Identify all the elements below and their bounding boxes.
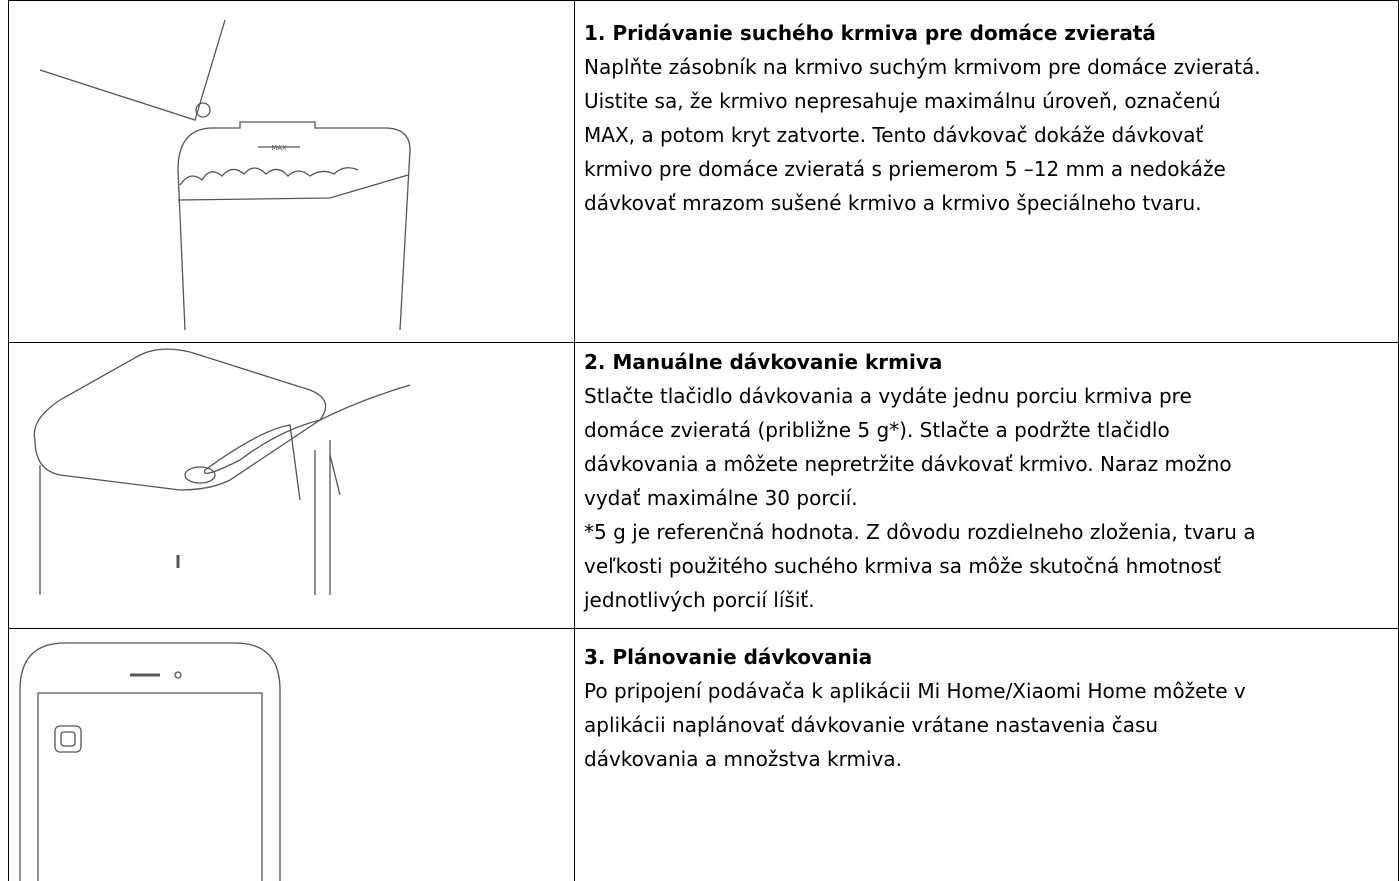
text-line: aplikácii naplánovať dávkovanie vrátane … (584, 713, 1159, 737)
screen (37, 692, 263, 881)
text-line: krmivo pre domáce zvieratá s priemerom 5… (584, 157, 1226, 181)
hand (203, 384, 411, 501)
text-line: *5 g je referenčná hodnota. Z dôvodu roz… (584, 520, 1256, 544)
illustrations: MAX (19, 19, 411, 881)
section-title: 2. Manuálne dávkovanie krmiva (584, 350, 943, 374)
text-line: domáce zvieratá (približne 5 g*). Stlačt… (584, 418, 1170, 442)
text-line: vydať maximálne 30 porcií. (584, 486, 858, 510)
food-level (177, 174, 409, 201)
scoop (39, 19, 226, 121)
scoop-tip (195, 102, 211, 118)
text-line: Stlačte tlačidlo dávkovania a vydáte jed… (584, 384, 1192, 408)
food (179, 167, 359, 186)
camera (174, 671, 182, 679)
text-line: MAX, a potom kryt zatvorte. Tento dávkov… (584, 123, 1204, 147)
text-line: jednotlivých porcií líšiť. (584, 588, 815, 612)
app-icon (54, 725, 82, 753)
text-line: Naplňte zásobník na krmivo suchým krmivo… (584, 55, 1261, 79)
text-line: Po pripojení podávača k aplikácii Mi Hom… (584, 679, 1246, 703)
table-border (574, 0, 575, 881)
feeder-body (39, 440, 331, 595)
table-border (8, 628, 1399, 629)
feeder (177, 121, 411, 331)
table-border (8, 342, 1399, 343)
feeder-lid (33, 348, 327, 491)
button (184, 466, 216, 484)
text-line: dávkovania a množstva krmiva. (584, 747, 902, 771)
section-title: 3. Plánovanie dávkovania (584, 645, 873, 669)
section-title: 1. Pridávanie suchého krmiva pre domáce … (584, 21, 1156, 45)
max-label: MAX (271, 144, 287, 152)
text-line: dávkovať mrazom sušené krmivo a krmivo š… (584, 191, 1202, 215)
phone (19, 642, 281, 881)
app-icon-inner (60, 731, 76, 747)
text-line: dávkovania a môžete nepretržite dávkovať… (584, 452, 1232, 476)
text-line: Uistite sa, že krmivo nepresahuje maximá… (584, 89, 1221, 113)
table-border (8, 0, 9, 881)
text-line: veľkosti použitého suchého krmiva sa môž… (584, 554, 1222, 578)
table-border (8, 0, 1399, 1)
